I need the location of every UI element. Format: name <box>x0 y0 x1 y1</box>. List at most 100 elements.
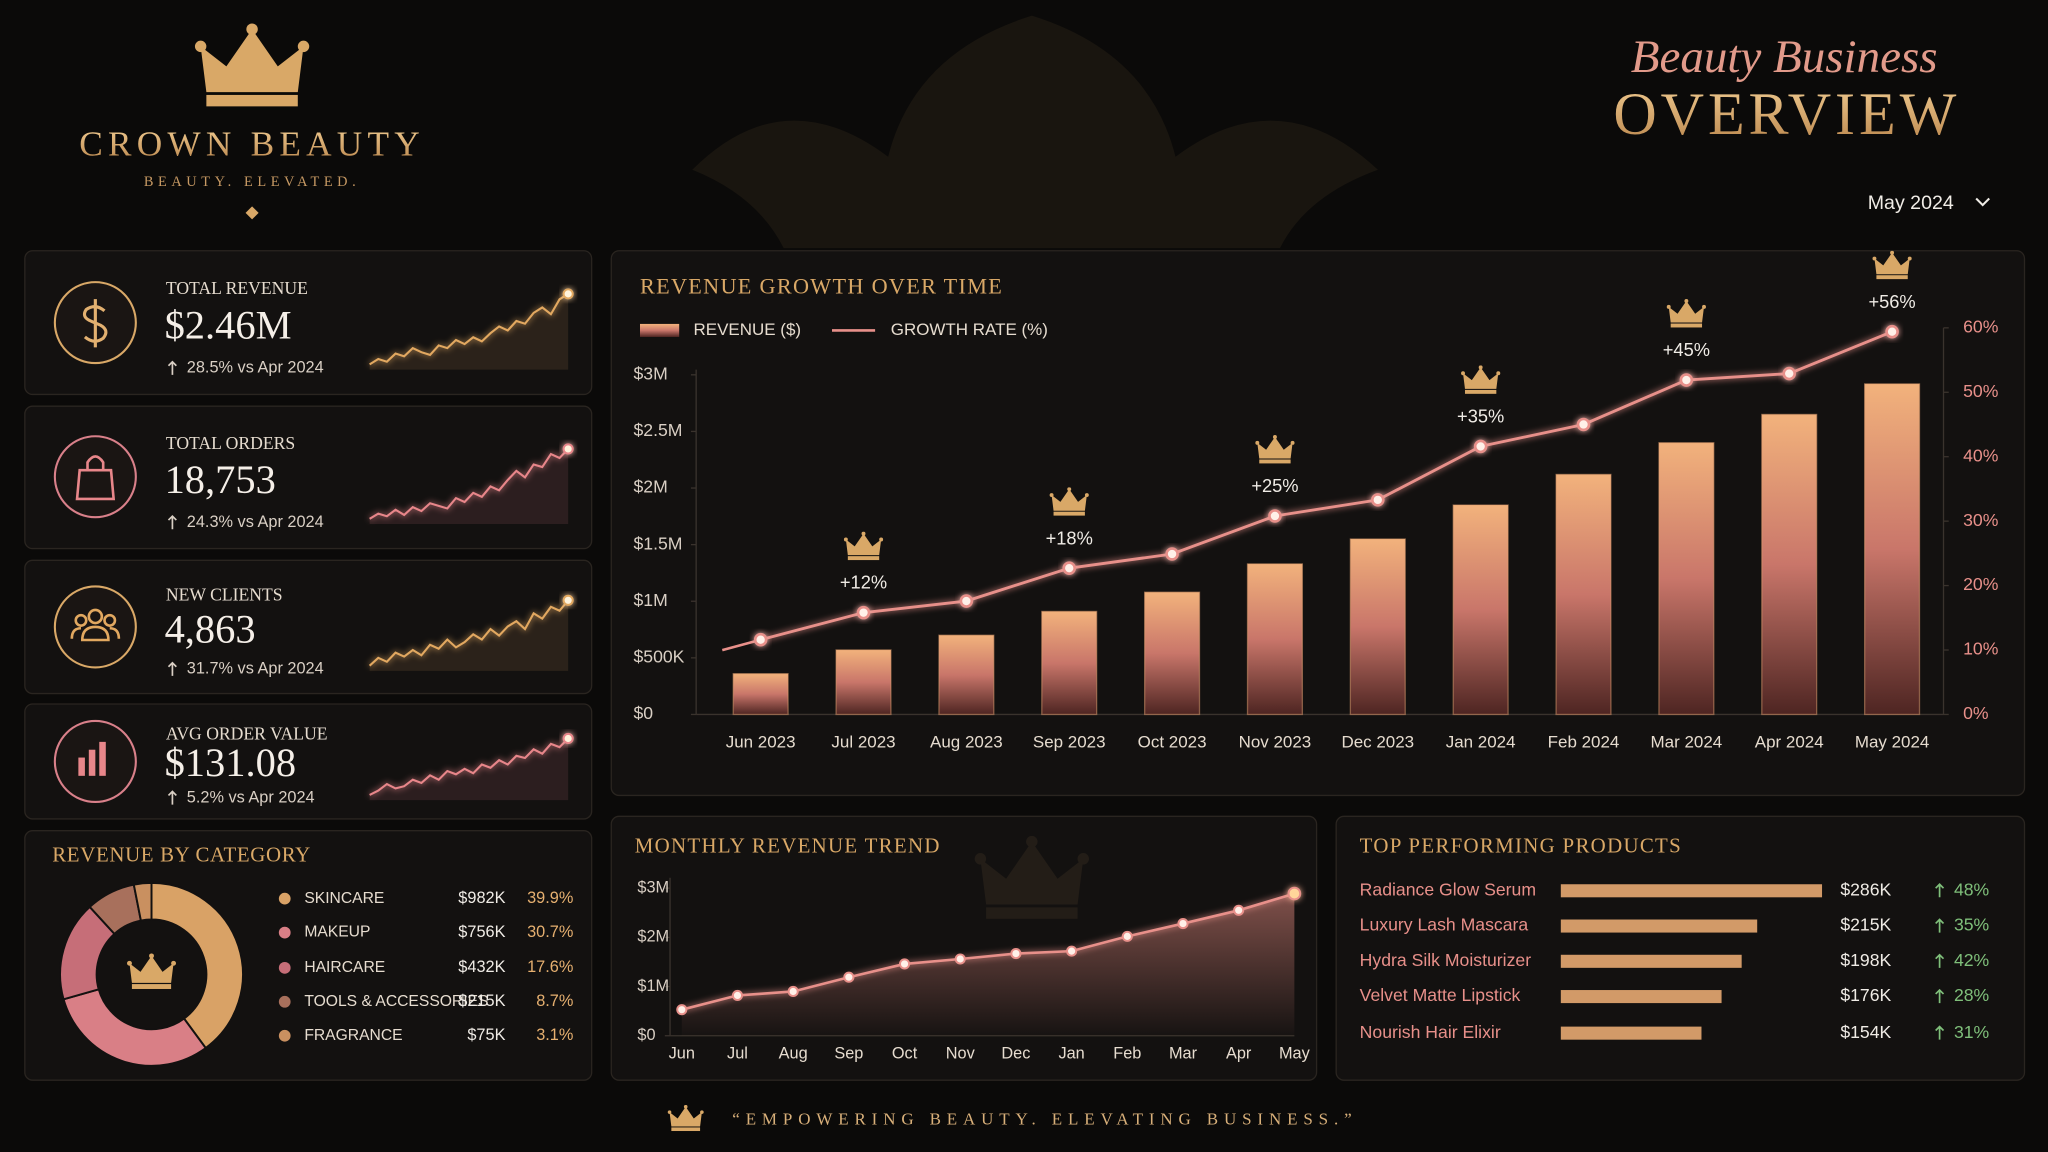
products-panel <box>1335 815 2026 1081</box>
growth-point <box>1165 547 1179 561</box>
kpi-label: TOTAL ORDERS <box>166 433 295 453</box>
product-growth: 35% <box>1954 915 1990 935</box>
category-amount: $75K <box>467 1026 505 1044</box>
x-tick-label: Jan 2024 <box>1446 733 1516 752</box>
sparkline-area <box>369 448 569 525</box>
legend-label: SKINCARE <box>304 890 384 907</box>
bars-icon <box>78 741 106 776</box>
trend-area <box>681 893 1295 1036</box>
category-share: 30.7% <box>527 923 573 941</box>
title: OVERVIEW <box>1613 80 1960 147</box>
y2-tick-label: 10% <box>1963 639 1999 659</box>
x-tick-label: Mar 2024 <box>1651 733 1723 752</box>
background-crown <box>692 15 1378 249</box>
kpi-change: 24.3% vs Apr 2024 <box>187 513 324 531</box>
y-tick-label: $2M <box>633 477 667 497</box>
category-share: 3.1% <box>536 1026 573 1044</box>
title-script: Beauty Business <box>1631 31 1938 83</box>
people-icon <box>70 608 121 642</box>
trend-point <box>898 958 911 970</box>
x-tick-label: May <box>1279 1044 1311 1062</box>
y-tick-label: $2.5M <box>633 420 682 440</box>
legend-label: HAIRCARE <box>304 959 385 976</box>
sparkline-end <box>562 443 574 455</box>
legend-dot <box>278 892 291 905</box>
brand: CROWN BEAUTY <box>79 125 425 164</box>
trend-point <box>1233 904 1245 916</box>
sparkline-end <box>562 594 574 606</box>
kpi-card <box>24 559 593 695</box>
up-arrow <box>1935 988 1945 1004</box>
dollar-icon <box>82 299 108 348</box>
y2-tick-label: 30% <box>1963 510 1999 530</box>
trend-point <box>1010 948 1022 960</box>
x-tick-label: Dec <box>1001 1044 1030 1062</box>
growth-point <box>1062 561 1077 575</box>
sparkline-area <box>369 738 569 801</box>
growth-point <box>1679 373 1694 387</box>
sparkline <box>368 599 569 667</box>
bar <box>1761 413 1818 716</box>
y2-tick-label: 20% <box>1963 574 1999 594</box>
bar <box>1452 504 1509 716</box>
growth-point <box>1371 493 1385 507</box>
y-tick-label: $1M <box>637 977 669 995</box>
x-tick-label: Apr <box>1226 1044 1252 1062</box>
sparkline <box>369 737 569 796</box>
legend-label: REVENUE ($) <box>694 320 802 339</box>
bar <box>1349 538 1406 716</box>
chart-title: TOP PERFORMING PRODUCTS <box>1360 833 1682 857</box>
period[interactable]: May 2024 <box>1868 192 1954 214</box>
product-bar <box>1560 1026 1702 1040</box>
product-value: $176K <box>1840 985 1891 1005</box>
x-tick-label: Sep <box>834 1044 863 1062</box>
trend-point <box>1177 918 1189 930</box>
x-tick-label: Aug 2023 <box>930 733 1003 752</box>
kpi-label: TOTAL REVENUE <box>166 278 308 298</box>
dropdown-chevron[interactable] <box>1975 197 1990 207</box>
divider-diamond <box>245 206 259 220</box>
kpi-value: 18,753 <box>165 457 276 502</box>
product-bar <box>1560 954 1742 968</box>
up-arrow <box>1935 918 1945 933</box>
kpi-card <box>24 405 593 550</box>
x-tick-label: Nov 2023 <box>1239 733 1312 752</box>
y2-tick-label: 40% <box>1963 445 1999 465</box>
product-bar <box>1560 919 1758 933</box>
trend-point <box>731 989 744 1001</box>
product-bar <box>1560 990 1722 1004</box>
kpi-change: 28.5% vs Apr 2024 <box>187 359 324 377</box>
y-tick-label: $1.5M <box>633 533 682 553</box>
x-tick-label: Jan <box>1058 1044 1084 1062</box>
y-tick-label: $0 <box>633 703 653 723</box>
trend-point <box>787 985 799 998</box>
y2-tick-label: 0% <box>1963 703 1989 723</box>
up-arrow <box>1935 953 1945 968</box>
legend-label: MAKEUP <box>304 924 370 941</box>
product-name: Velvet Matte Lipstick <box>1360 985 1521 1005</box>
kpi-value: $131.08 <box>165 740 297 785</box>
bar <box>835 649 892 716</box>
category-amount: $432K <box>458 958 505 976</box>
bar <box>732 673 789 716</box>
trend-point <box>1287 886 1302 901</box>
chart-title: MONTHLY REVENUE TREND <box>635 833 941 857</box>
product-growth: 31% <box>1954 1022 1990 1042</box>
up-arrow <box>1935 1025 1945 1040</box>
product-growth: 28% <box>1954 985 1990 1005</box>
legend-dot <box>278 961 291 974</box>
sparkline <box>369 292 569 366</box>
y2-tick-label: 60% <box>1963 316 1999 336</box>
bar <box>1144 591 1201 716</box>
legend-swatch <box>640 323 680 337</box>
period-dropdown[interactable]: May 2024 <box>1868 192 1990 214</box>
sparkline-area <box>369 293 569 370</box>
legend-dot <box>278 1029 291 1042</box>
donut-segment <box>132 881 153 922</box>
growth-point <box>959 594 974 608</box>
x-tick-label: Feb <box>1113 1044 1141 1062</box>
kpi-card <box>24 250 593 396</box>
category-share: 8.7% <box>536 992 573 1010</box>
x-tick-label: Feb 2024 <box>1548 733 1620 752</box>
category-share: 17.6% <box>527 958 573 976</box>
